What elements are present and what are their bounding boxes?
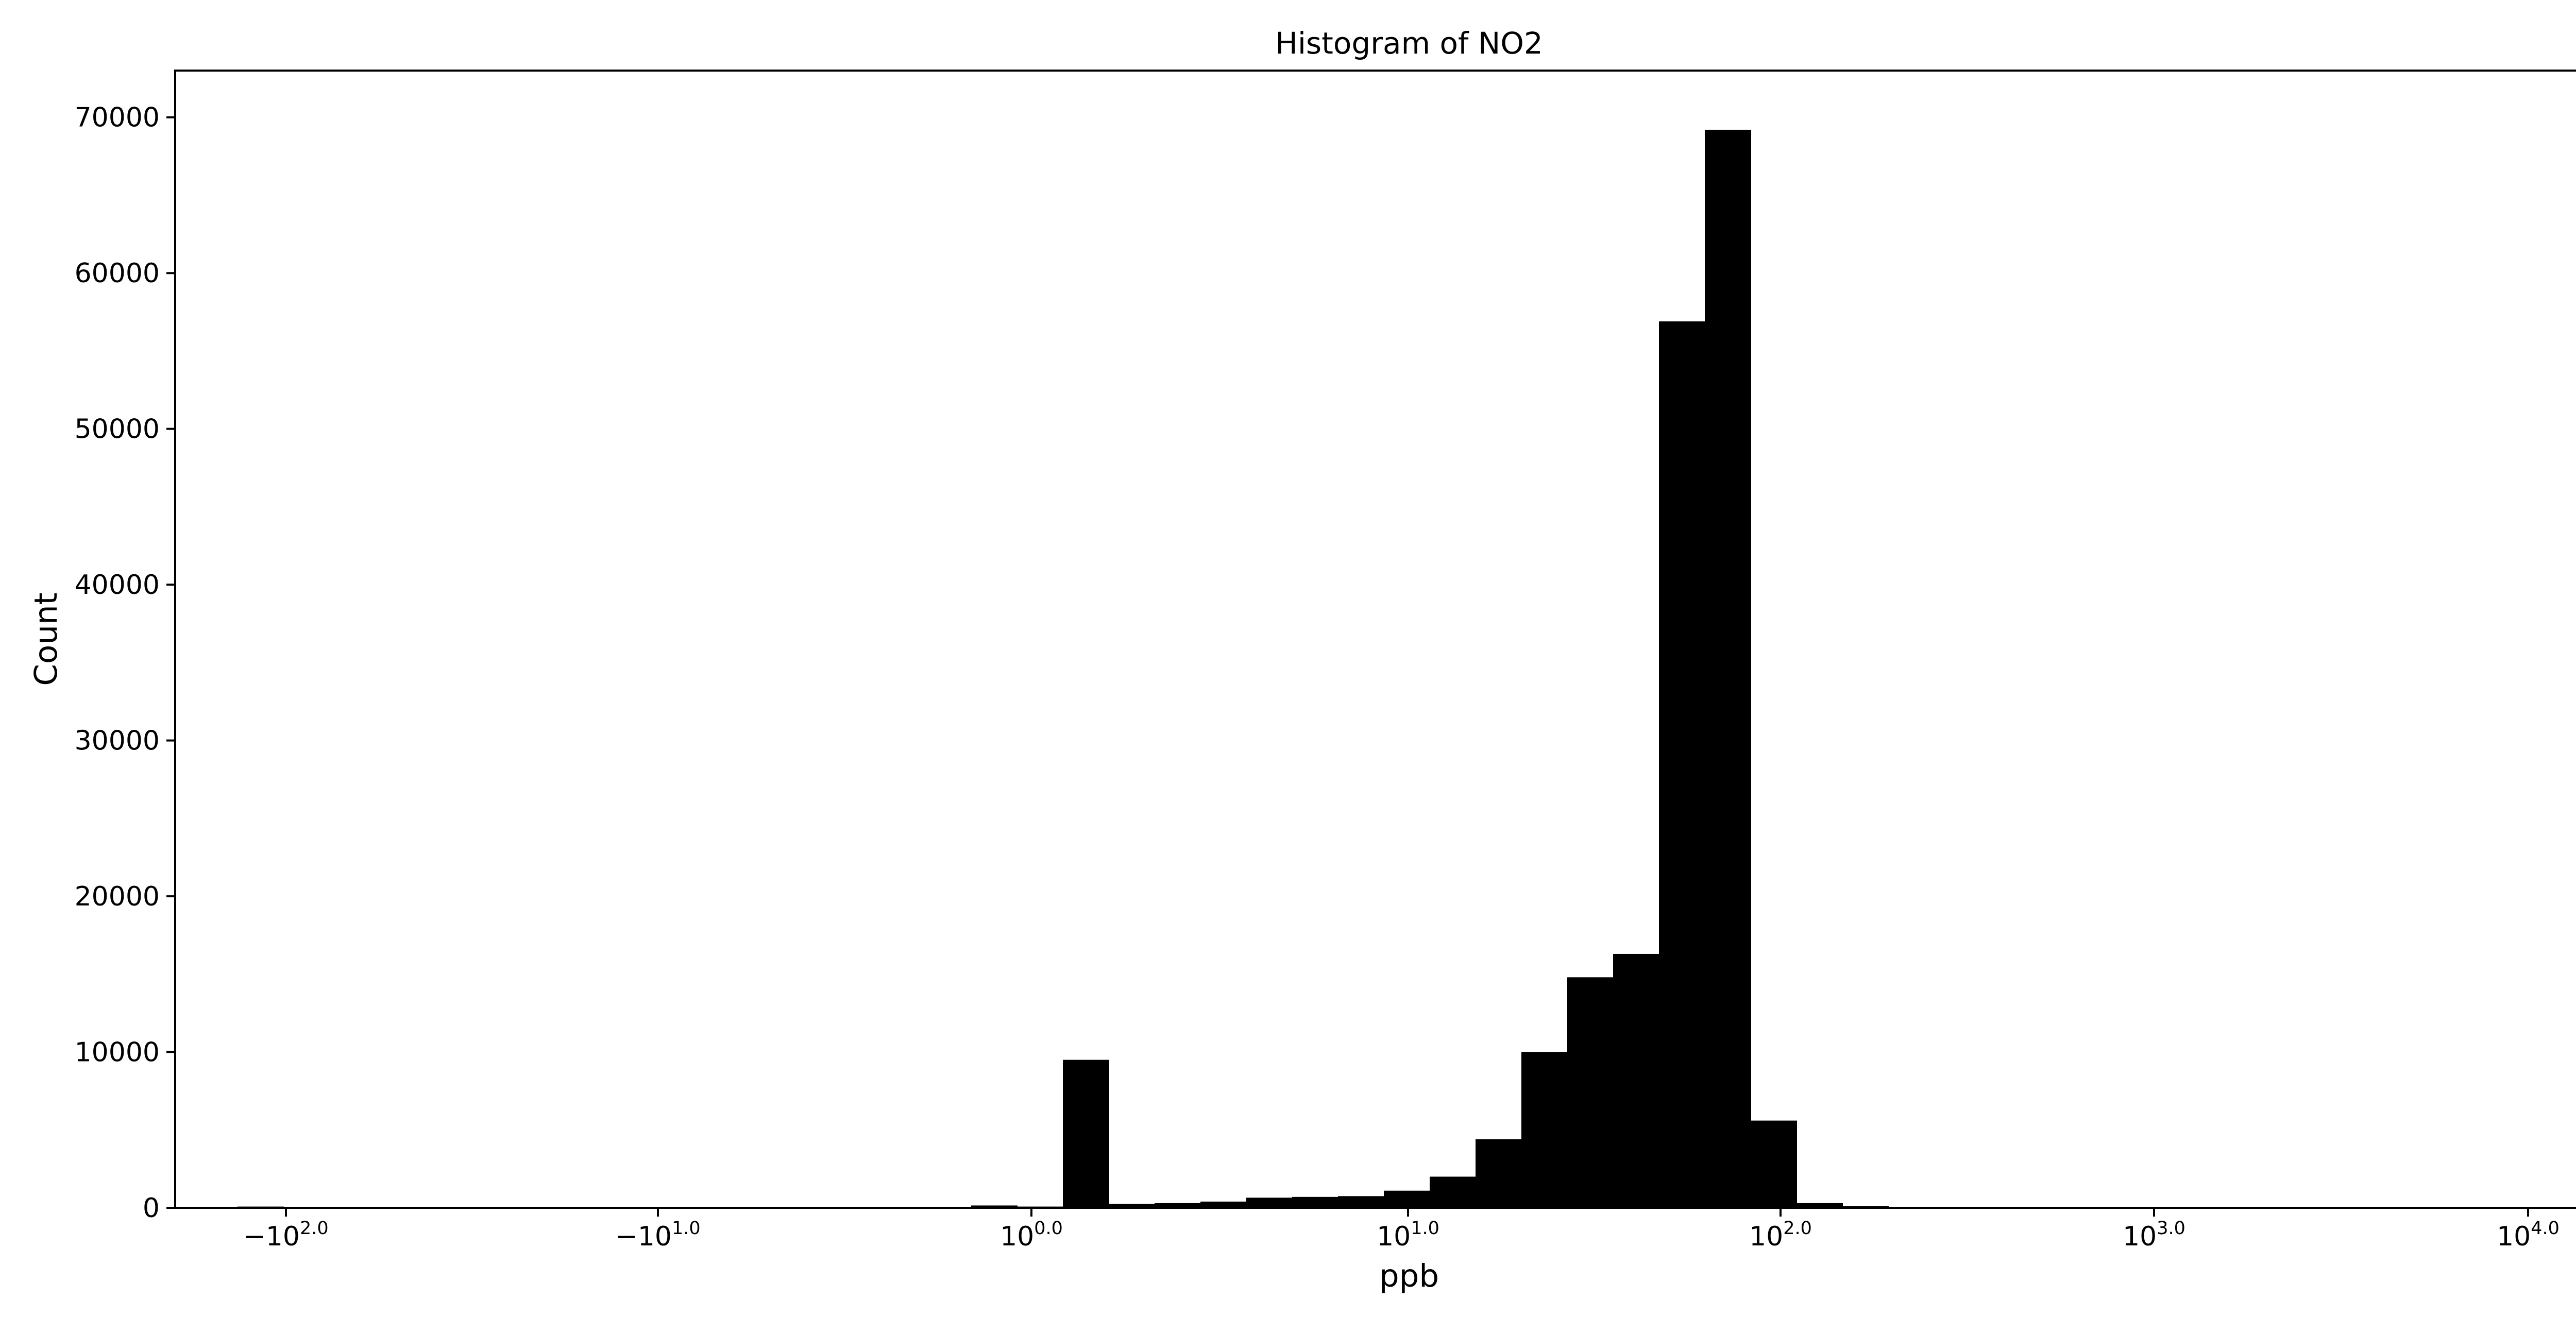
x-tick-label: 101.0 — [1377, 1218, 1439, 1252]
histogram-bar — [1476, 1139, 1522, 1208]
histogram-bar — [1200, 1201, 1247, 1208]
y-tick-label: 10000 — [75, 1037, 160, 1068]
histogram-bar — [1338, 1196, 1384, 1208]
histogram-bar — [1109, 1204, 1155, 1208]
y-tick-label: 50000 — [75, 414, 160, 445]
histogram-bar — [1292, 1196, 1338, 1208]
histogram-bar — [1155, 1203, 1201, 1208]
x-axis-label: ppb — [1379, 1258, 1439, 1294]
y-tick-label: 30000 — [75, 726, 160, 757]
y-tick-label: 40000 — [75, 570, 160, 601]
x-tick-label: 104.0 — [2497, 1218, 2560, 1252]
histogram-bar — [1246, 1198, 1293, 1208]
x-tick-label: 100.0 — [1000, 1218, 1063, 1252]
y-tick-label: 60000 — [75, 258, 160, 289]
histogram-bar — [1659, 321, 1705, 1208]
histogram-bar — [1521, 1052, 1568, 1208]
y-axis-label: Count — [28, 592, 64, 686]
histogram-bar — [1384, 1190, 1430, 1208]
x-tick-label: −102.0 — [243, 1218, 328, 1252]
histogram-bar — [1567, 977, 1614, 1208]
histogram-bar — [1705, 129, 1751, 1208]
histogram-bar — [1751, 1120, 1797, 1208]
histogram-bar — [1613, 953, 1659, 1208]
y-tick-label: 20000 — [75, 881, 160, 912]
y-tick-label: 70000 — [75, 102, 160, 133]
x-axis-ticks: −102.0 −101.0 100.0 101.0 102.0 103.0 104.0 — [243, 1208, 2560, 1252]
x-tick-label: 102.0 — [1749, 1218, 1812, 1252]
y-axis-ticks: 0 10000 20000 30000 40000 50000 60000 70000 — [75, 102, 175, 1224]
histogram-bar — [1063, 1059, 1109, 1208]
histogram-bar — [1797, 1203, 1843, 1208]
plot-frame — [174, 70, 2576, 1209]
x-tick-label: 103.0 — [2123, 1218, 2185, 1252]
x-tick-label: −101.0 — [615, 1218, 700, 1252]
chart-title: Histogram of NO2 — [1275, 26, 1543, 61]
histogram-bar — [1430, 1176, 1476, 1208]
y-tick-label: 0 — [143, 1193, 160, 1224]
histogram-bar — [971, 1205, 1018, 1208]
bars-group — [238, 129, 2301, 1208]
